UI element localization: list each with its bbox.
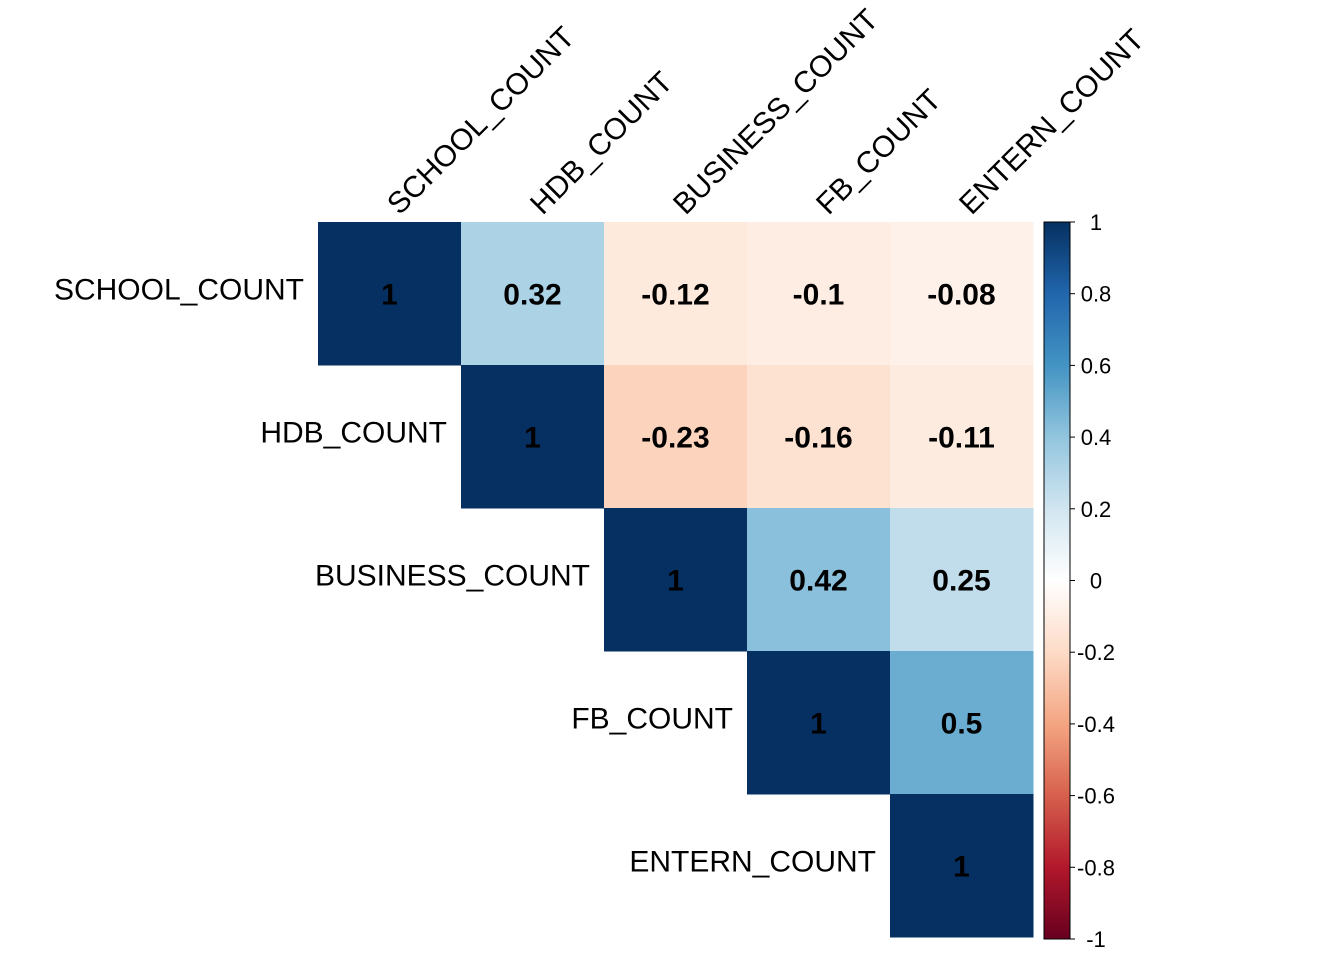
row-label-entern_count: ENTERN_COUNT <box>629 846 876 879</box>
colorbar-tick-label: -1 <box>1086 927 1106 952</box>
heatmap-cells: 1 0.32 -0.12 -0.1 -0.08 1 -0.23 -0.16 -0.11 1 0.42… <box>318 222 1034 938</box>
cell-value-label: 0.5 <box>941 708 983 741</box>
heatmap-cell-business_count-entern_count <box>890 508 1034 652</box>
heatmap-cell-hdb_count-hdb_count <box>461 365 605 509</box>
cell-value-label: -0.12 <box>641 279 709 312</box>
cell-value-label: -0.16 <box>784 422 852 455</box>
heatmap-cell-school_count-hdb_count <box>461 222 605 366</box>
colorbar-tick-label: -0.8 <box>1077 855 1115 880</box>
heatmap-cell-business_count-business_count <box>604 508 748 652</box>
cell-value-label: -0.1 <box>793 279 845 312</box>
row-label-school_count: SCHOOL_COUNT <box>54 274 304 307</box>
colorbar-tick-label: 0.6 <box>1081 353 1112 378</box>
heatmap-cell-school_count-entern_count <box>890 222 1034 366</box>
column-label-hdb_count: HDB_COUNT <box>524 66 679 221</box>
colorbar-tick-label: 0.8 <box>1081 282 1112 307</box>
heatmap-cell-school_count-fb_count <box>747 222 891 366</box>
heatmap-cell-hdb_count-entern_count <box>890 365 1034 509</box>
cell-value-label: 1 <box>381 279 398 312</box>
cell-value-label: 1 <box>524 422 541 455</box>
heatmap-cell-entern_count-entern_count <box>890 794 1034 938</box>
cell-value-label: -0.23 <box>641 422 709 455</box>
column-label-fb_count: FB_COUNT <box>810 83 948 221</box>
cell-value-label: 1 <box>667 565 684 598</box>
colorbar-tick-label: -0.6 <box>1077 784 1115 809</box>
cell-value-label: 1 <box>953 851 970 884</box>
heatmap-cell-business_count-fb_count <box>747 508 891 652</box>
cell-value-label: -0.08 <box>927 279 995 312</box>
heatmap-cell-hdb_count-fb_count <box>747 365 891 509</box>
colorbar-tick-label: 0.4 <box>1081 425 1112 450</box>
heatmap-cell-fb_count-entern_count <box>890 651 1034 795</box>
colorbar-tick-label: 0 <box>1090 569 1102 594</box>
row-labels: SCHOOL_COUNT HDB_COUNT BUSINESS_COUNT FB_CO… <box>54 274 876 879</box>
colorbar-tick-label: -0.2 <box>1077 640 1115 665</box>
heatmap-cell-school_count-business_count <box>604 222 748 366</box>
cell-value-label: 0.25 <box>932 565 990 598</box>
cell-value-label: 0.42 <box>789 565 847 598</box>
cell-value-label: 1 <box>810 708 827 741</box>
row-label-fb_count: FB_COUNT <box>571 703 733 736</box>
colorbar-tick-label: 0.2 <box>1081 497 1112 522</box>
heatmap-cell-fb_count-fb_count <box>747 651 891 795</box>
cell-value-label: 0.32 <box>503 279 561 312</box>
colorbar-tick-label: -0.4 <box>1077 712 1115 737</box>
heatmap-cell-hdb_count-business_count <box>604 365 748 509</box>
row-label-hdb_count: HDB_COUNT <box>260 417 447 450</box>
colorbar-gradient <box>1043 221 1071 940</box>
column-label-entern_count: ENTERN_COUNT <box>953 23 1151 221</box>
heatmap-cell-school_count-school_count <box>318 222 462 366</box>
colorbar: 1 0.8 0.6 0.4 0.2 0 -0.2 -0.4 -0.6 -0.8 -1 <box>1043 210 1115 952</box>
cell-value-label: -0.11 <box>928 422 995 455</box>
colorbar-tick-label: 1 <box>1090 210 1102 235</box>
column-labels: SCHOOL_COUNTHDB_COUNTBUSINESS_COUNTFB_CO… <box>381 3 1151 221</box>
row-label-business_count: BUSINESS_COUNT <box>315 560 590 593</box>
